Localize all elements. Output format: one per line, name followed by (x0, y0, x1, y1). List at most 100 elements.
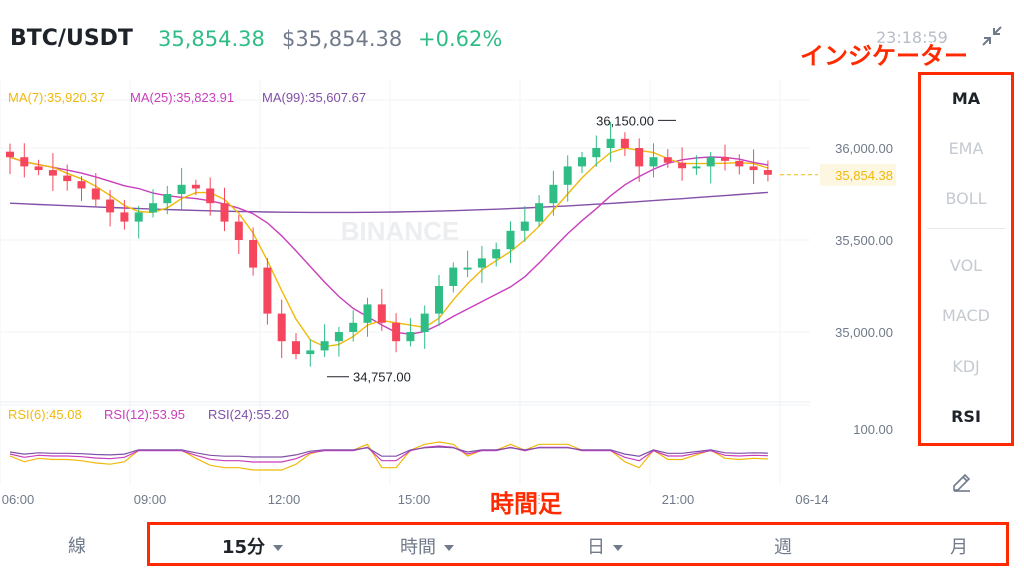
candle-body (263, 267, 272, 314)
candle-body (334, 332, 343, 342)
price-axis-label: 35,000.00 (835, 325, 893, 340)
candle-body (277, 313, 286, 342)
candle-body (692, 166, 701, 169)
last-price: 35,854.38 (158, 27, 265, 51)
current-price-tag: 35,854.38 (835, 168, 893, 183)
candle-body (649, 157, 658, 167)
indicator-kdj[interactable]: KDJ (952, 357, 980, 376)
candle-body (492, 249, 501, 259)
indicator-divider (927, 228, 1005, 229)
indicator-vol[interactable]: VOL (949, 256, 983, 275)
rsi-axis-label: 100.00 (853, 422, 893, 437)
candle-body (563, 166, 572, 185)
ma-legend-item: MA(99):35,607.67 (262, 90, 366, 105)
candle-body (234, 221, 243, 240)
candle-body (392, 322, 401, 342)
indicator-macd[interactable]: MACD (942, 306, 990, 325)
time-axis-label: 06-14 (795, 492, 828, 507)
candle-body (721, 157, 729, 161)
candle-body (735, 160, 744, 167)
ma7-path (9, 147, 769, 348)
candle-body (191, 184, 200, 189)
candle-body (506, 230, 515, 250)
candle-body (34, 166, 43, 171)
ma-legend: MA(7):35,920.37 MA(25):35,823.91 MA(99):35… (8, 90, 366, 105)
candle-body (592, 148, 601, 158)
candle-body (763, 170, 772, 175)
price-change-percent: +0.62% (418, 27, 503, 51)
indicator-ema[interactable]: EMA (948, 139, 984, 158)
tab-week-label: 週 (774, 537, 792, 558)
candlestick-chart[interactable]: BINANCE MA(7):35,920.37 MA(25):35,823.91 M… (0, 80, 910, 520)
pencil-icon[interactable] (950, 470, 974, 494)
candles (6, 121, 772, 367)
indicator-panel: MA EMA BOLL VOL MACD KDJ RSI (918, 72, 1014, 446)
candle-body (163, 194, 172, 204)
collapse-arrows-icon[interactable] (980, 24, 1004, 48)
timeframe-annotation: 時間足 (490, 490, 562, 518)
candle-body (206, 188, 215, 204)
ma7-line (9, 147, 769, 348)
candle-body (106, 199, 115, 213)
candle-body (620, 138, 629, 148)
time-axis-label: 06:00 (2, 492, 35, 507)
rsi12-path (9, 445, 768, 463)
chevron-down-icon (444, 545, 454, 551)
candle-body (20, 157, 29, 167)
tab-day-label: 日 (587, 537, 605, 558)
indicator-rsi[interactable]: RSI (951, 407, 981, 426)
candle-body (220, 203, 229, 222)
rsi24-path (9, 446, 768, 458)
time-axis-label: 15:00 (398, 492, 431, 507)
candle-body (134, 212, 143, 222)
candle-body (463, 267, 472, 270)
candle-body (177, 184, 186, 194)
candle-body (6, 151, 14, 158)
tab-hour-label: 時間 (400, 537, 436, 558)
pair-symbol[interactable]: BTC/USDT (10, 26, 133, 51)
tab-month[interactable]: 月 (950, 533, 968, 559)
time-axis-label: 12:00 (268, 492, 301, 507)
indicator-ma[interactable]: MA (951, 89, 981, 108)
usd-price: $35,854.38 (282, 27, 403, 51)
candle-body (149, 203, 157, 213)
rsi-lines (9, 441, 768, 471)
candle-body (292, 341, 300, 355)
candle-body (377, 304, 386, 323)
ma99-line (9, 191, 768, 214)
price-axis-label: 36,000.00 (835, 141, 893, 156)
time-axis-label: 21:00 (662, 492, 695, 507)
candle-body (663, 157, 672, 163)
candle-body (635, 148, 644, 167)
tab-hour[interactable]: 時間 (400, 533, 454, 559)
candle-body (520, 221, 529, 231)
current-price-tag-bg (820, 163, 896, 186)
candle-body (91, 188, 100, 200)
ma25-path (9, 156, 769, 335)
rsi-legend-item: RSI(24):55.20 (208, 407, 289, 422)
price-axis: 36,000.00 35,500.00 35,000.00 35,854.38 100.… (780, 141, 896, 437)
low-label: 34,757.00 (353, 370, 411, 385)
tab-day[interactable]: 日 (587, 533, 623, 559)
tab-15min[interactable]: 15分 (222, 533, 284, 559)
candle-body (363, 304, 372, 323)
chart-grid (0, 80, 810, 485)
candle-body (306, 350, 315, 355)
candle-body (349, 322, 358, 332)
candle-body (406, 332, 415, 342)
ma-legend-item: MA(7):35,920.37 (8, 90, 105, 105)
ma99-path (9, 191, 768, 214)
high-label: 36,150.00 (596, 113, 654, 128)
candle-body (449, 267, 458, 286)
candle-body (678, 162, 687, 169)
candle-body (63, 175, 72, 182)
tab-week[interactable]: 週 (774, 533, 792, 559)
candle-body (606, 138, 615, 148)
candle-body (48, 170, 57, 176)
clock: 23:18:59 (876, 28, 948, 47)
line-chart-tab[interactable]: 線 (68, 536, 86, 557)
indicator-boll[interactable]: BOLL (945, 189, 987, 208)
candle-body (706, 157, 715, 167)
candle-body (77, 181, 86, 189)
ma25-line (9, 156, 769, 335)
